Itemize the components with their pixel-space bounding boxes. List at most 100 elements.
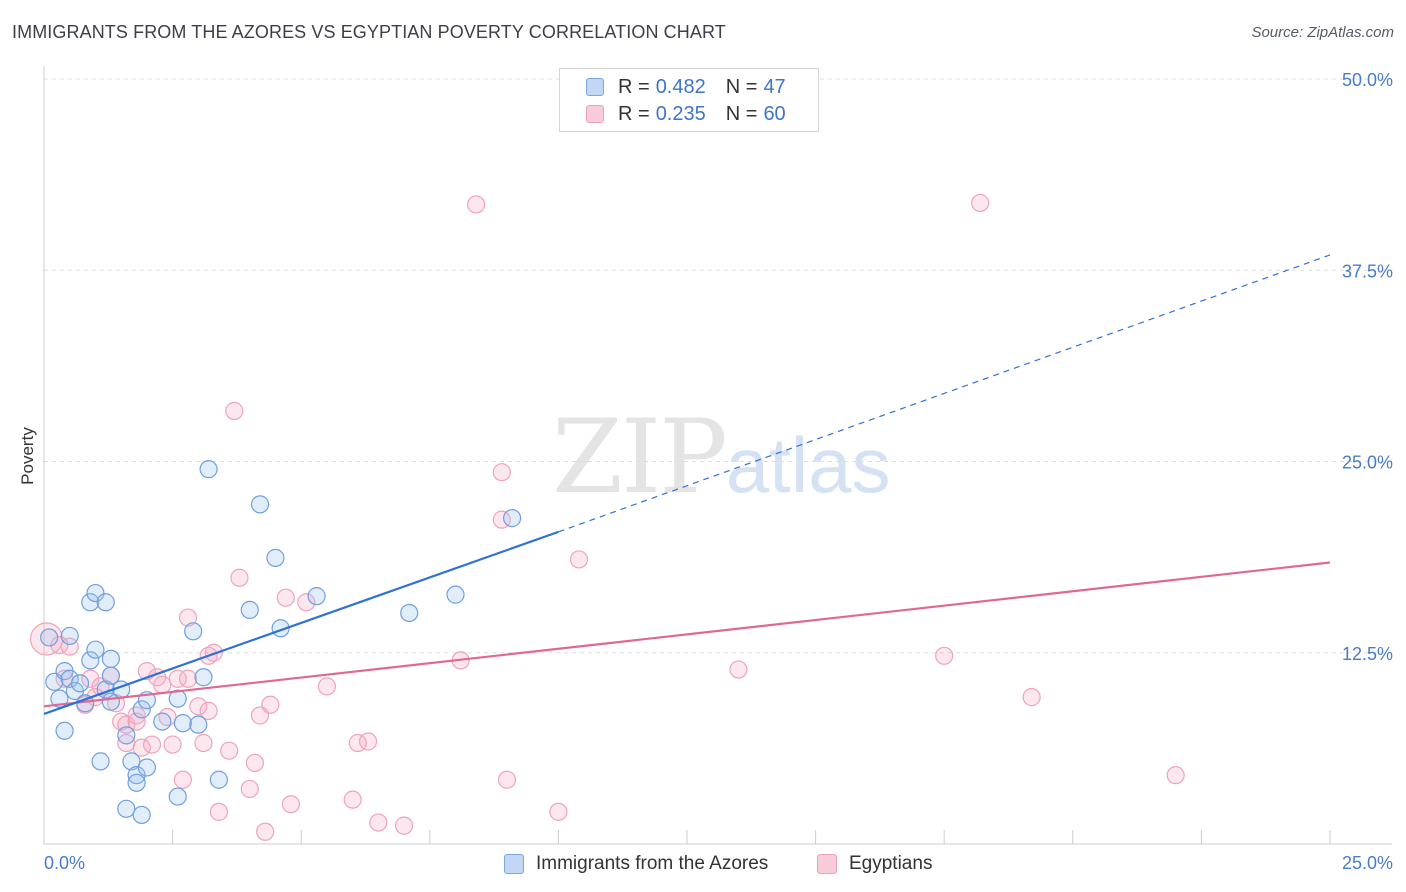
azores-point (81, 651, 100, 670)
egyptians-point (189, 697, 208, 716)
azores-point (101, 649, 120, 668)
azores-point (40, 628, 59, 647)
bottom-legend-egyptians: Egyptians (817, 852, 932, 876)
egyptians-point (153, 675, 172, 694)
egyptians-point (112, 712, 131, 731)
legend-n-label: N = (725, 75, 758, 98)
azores-point (307, 587, 326, 606)
azores-point (117, 726, 136, 745)
azores-point (91, 752, 110, 771)
egyptians-point (178, 608, 198, 627)
azores-point (55, 721, 74, 740)
azores-point (122, 752, 141, 771)
legend-n-value: 47 (763, 75, 786, 98)
azores-point (153, 712, 172, 731)
azores-point (96, 593, 115, 612)
watermark: ZIPatlas (552, 398, 891, 517)
egyptians-point (225, 401, 244, 421)
azores-point (101, 666, 120, 685)
axes (43, 66, 1392, 845)
trend-lines (43, 254, 1331, 715)
azores-point (503, 509, 522, 528)
egyptians-point (178, 669, 198, 688)
egyptians-point (220, 741, 239, 760)
azores-point (127, 766, 146, 785)
legend-r-value: 0.235 (655, 102, 706, 125)
egyptians-point (549, 802, 568, 821)
y-tick-label: 12.5% (1342, 644, 1393, 664)
legend-n-value: 60 (763, 102, 786, 125)
azores-point (173, 714, 192, 733)
egyptians-point (729, 660, 748, 679)
egyptians-point (935, 646, 954, 665)
source-label: Source: ZipAtlas.com (1251, 24, 1394, 41)
azores-legend-label: Immigrants from the Azores (536, 853, 769, 874)
egyptians-point (245, 753, 265, 773)
egyptians-point (276, 588, 295, 607)
egyptians-point (492, 463, 511, 482)
azores-point (168, 787, 187, 806)
legend-r-label: R = (618, 102, 650, 125)
egyptians-point (369, 813, 388, 832)
egyptians-point (173, 770, 192, 789)
azores-point (101, 692, 120, 711)
azores-point (117, 799, 136, 818)
chart-title: IMMIGRANTS FROM THE AZORES VS EGYPTIAN P… (12, 22, 726, 42)
watermark-zip: ZIP (552, 398, 728, 517)
legend-n-label: N = (725, 102, 758, 125)
azores-point (446, 585, 465, 604)
egyptians-point (358, 732, 378, 751)
legend-r-label: R = (618, 75, 650, 98)
y-tick-label: 50.0% (1342, 70, 1393, 90)
azores-trend-extension (558, 254, 1331, 533)
azores-point (168, 689, 187, 708)
egyptians-point (81, 669, 100, 688)
y-tick-label: 25.0% (1342, 453, 1393, 473)
azores-point (209, 770, 228, 789)
egyptians-point (466, 195, 486, 214)
azores-point (70, 674, 90, 693)
egyptians-point (261, 695, 280, 714)
egyptians-point (317, 677, 337, 696)
grid-lines (44, 78, 1392, 654)
azores-point (127, 773, 146, 792)
azores-swatch (586, 78, 604, 96)
legend-row-egyptians: R = 0.235 N = 60 (586, 102, 786, 126)
egyptians-point (240, 779, 259, 799)
y-tick-label: 37.5% (1342, 261, 1393, 281)
egyptians-point (497, 770, 517, 789)
egyptians-point (230, 568, 249, 587)
egyptians-point (142, 735, 162, 754)
egyptians-point (343, 790, 362, 809)
azores-points (40, 460, 522, 825)
egyptians-point (168, 669, 187, 688)
azores-point (132, 700, 151, 719)
egyptians-point (971, 193, 990, 213)
azores-point (189, 715, 208, 734)
legend-row-azores: R = 0.482 N = 47 (586, 75, 786, 99)
azores-legend-swatch (504, 854, 524, 874)
egyptians-point (194, 733, 213, 753)
egyptians-point (132, 738, 151, 757)
azores-point (400, 603, 419, 623)
azores-point (81, 593, 100, 612)
egyptians-point (209, 802, 228, 821)
x-tick-label: 0.0% (44, 853, 85, 873)
egyptians-point (163, 735, 182, 754)
azores-point (194, 668, 213, 687)
egyptians-point (569, 550, 589, 569)
egyptians-points (29, 193, 1185, 841)
tick-labels: 12.5% 25.0% 37.5% 50.0% 0.0% 25.0% (44, 70, 1393, 873)
egyptians-legend-swatch (817, 854, 837, 874)
azores-trend-line (43, 530, 559, 715)
egyptians-point (297, 593, 316, 612)
bottom-legend-azores: Immigrants from the Azores (504, 852, 768, 876)
azores-point (266, 548, 285, 567)
egyptians-point (199, 701, 218, 720)
egyptians-legend-label: Egyptians (849, 853, 933, 874)
azores-point (86, 583, 105, 603)
azores-point (60, 626, 79, 646)
azores-point (50, 689, 69, 708)
correlation-legend: R = 0.482 N = 47 R = 0.235 N = 60 (559, 68, 819, 132)
